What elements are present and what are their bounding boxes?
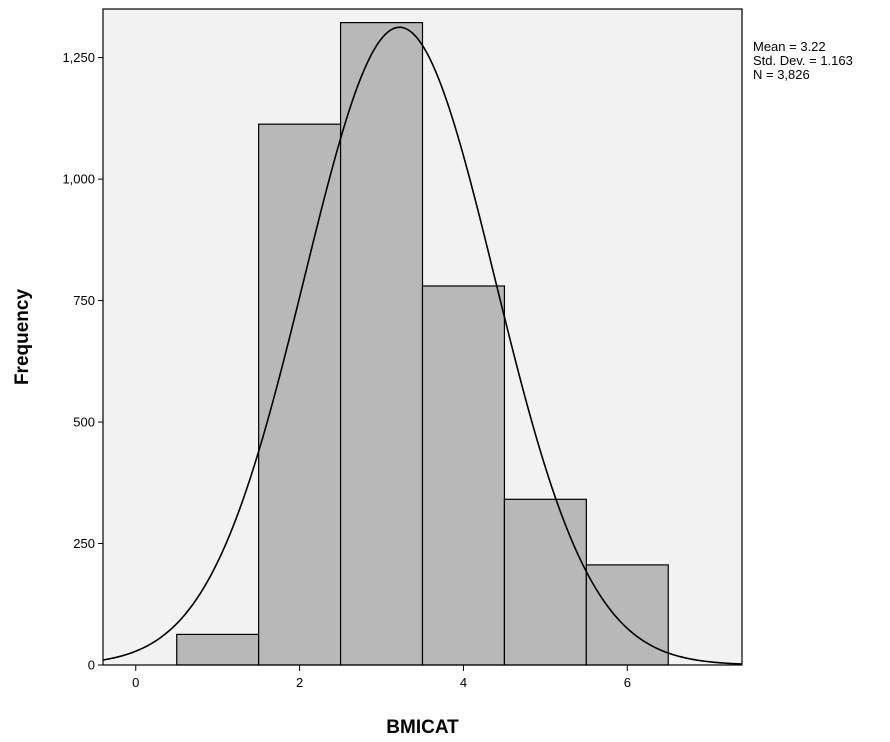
y-axis-title: Frequency — [12, 289, 33, 386]
y-tick-label: 750 — [73, 293, 95, 308]
bars — [176, 22, 669, 666]
y-tick-label: 1,250 — [62, 50, 95, 65]
histogram-bar — [585, 564, 669, 666]
histogram-bar — [339, 22, 424, 666]
y-tick-label: 500 — [73, 415, 95, 430]
y-tick-label: 1,000 — [62, 172, 95, 187]
histogram-bar — [176, 633, 260, 666]
x-tick-label: 6 — [624, 675, 631, 690]
stats-line: N = 3,826 — [753, 67, 810, 82]
x-tick-label: 4 — [460, 675, 467, 690]
y-tick-label: 0 — [88, 658, 95, 673]
histogram-bar — [421, 285, 506, 666]
normal-curve — [102, 26, 743, 665]
x-axis-title: BMICAT — [386, 717, 459, 738]
y-axis: 0 250 500 750 1,000 1,250 — [62, 50, 103, 673]
x-axis: 0 2 4 6 — [132, 665, 631, 690]
stats-line: Mean = 3.22 — [753, 39, 826, 54]
x-tick-label: 0 — [132, 675, 139, 690]
x-tick-label: 2 — [296, 675, 303, 690]
histogram-bar — [258, 123, 342, 666]
stats-line: Std. Dev. = 1.163 — [753, 53, 853, 68]
plot-frame — [102, 8, 743, 666]
histogram-bar — [503, 498, 587, 666]
y-tick-label: 250 — [73, 536, 95, 551]
